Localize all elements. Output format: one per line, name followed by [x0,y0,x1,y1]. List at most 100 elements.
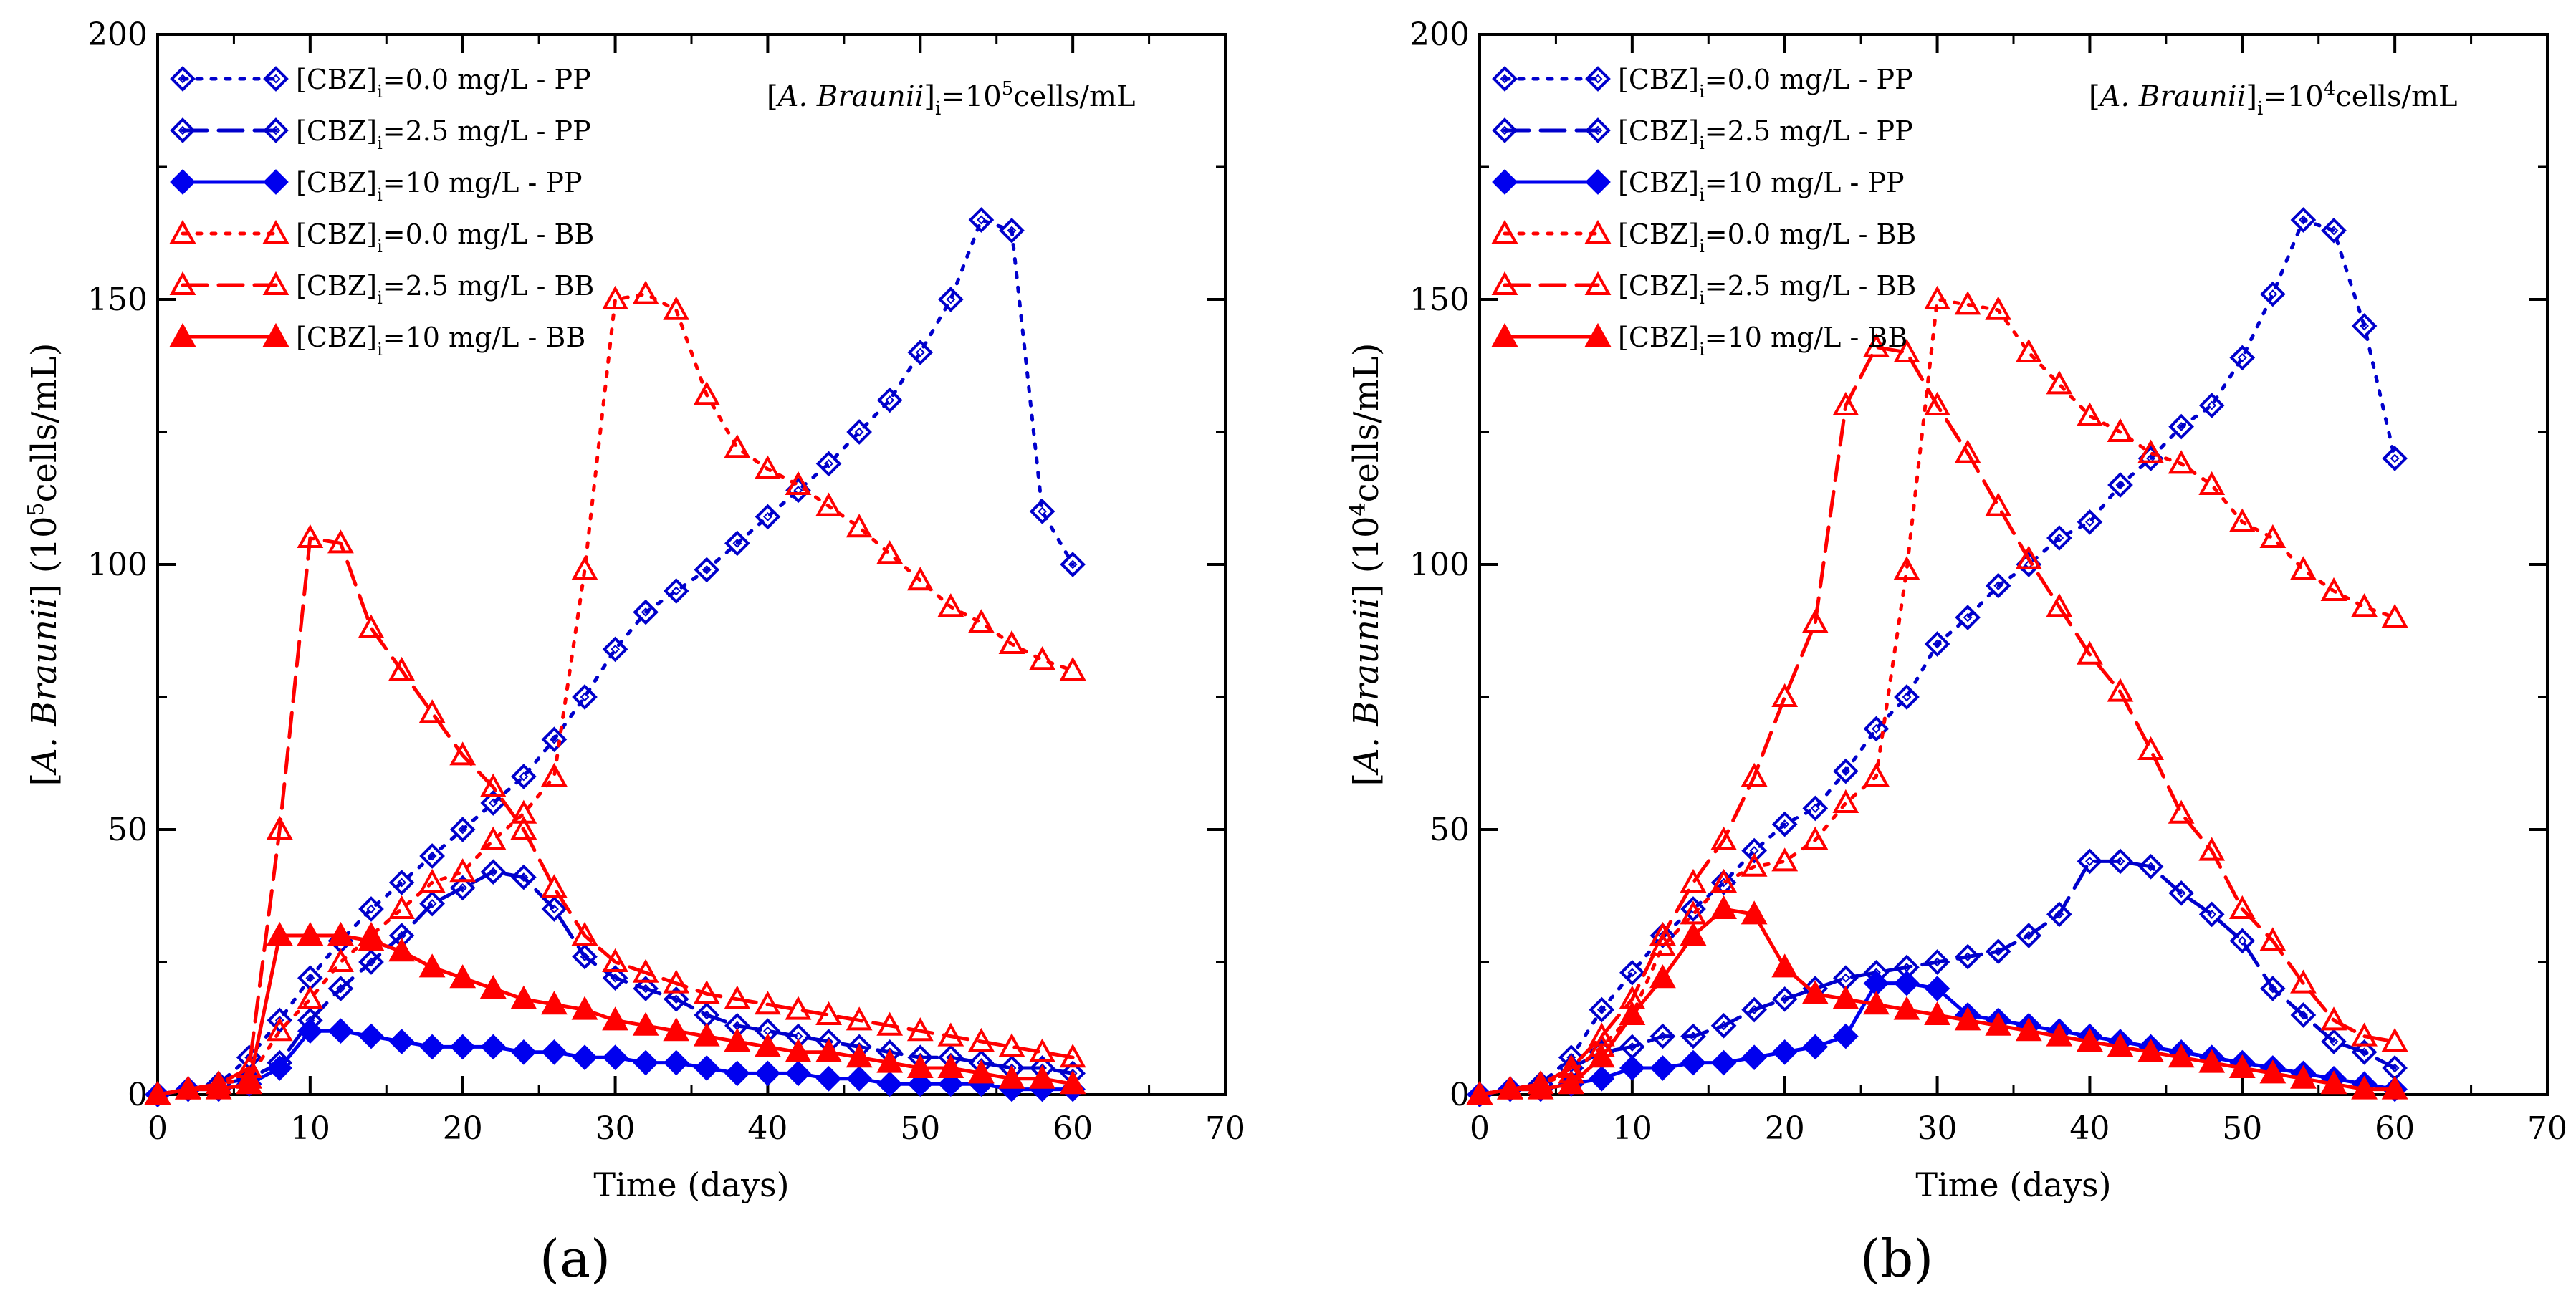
data-point [663,1049,689,1076]
data-point [1527,1075,1554,1100]
data-point [2198,471,2226,495]
data-point [2015,545,2042,569]
series-line [1478,345,2397,1097]
legend-marker-start [169,271,196,295]
data-point [663,986,689,1012]
x-axis-label: Time (days) [593,1165,789,1204]
data-point [266,815,293,840]
x-tick-label: 50 [900,1110,940,1147]
data-point [906,1017,934,1042]
legend-entry-3: [CBZ]i=0.0 mg/L - BB [1491,218,1916,256]
data-point [602,1006,628,1031]
data-point [1741,837,1767,864]
series--10-mg-l-bb [144,921,1086,1105]
series--2-5-mg-l-bb [144,524,1086,1105]
data-point [968,1027,995,1052]
data-point [1954,1006,1981,1031]
data-point-inner [641,607,651,617]
data-point [541,991,568,1015]
data-point [449,964,477,989]
data-point [907,1071,934,1097]
x-tick-label: 20 [443,1110,483,1147]
y-tick-label: 150 [1409,282,1470,318]
data-point [846,419,872,445]
data-point [2228,895,2256,919]
data-point [327,529,354,554]
y-tick-label: 50 [1430,812,1470,848]
data-point [2198,901,2225,928]
data-point [1059,1070,1086,1095]
legend-marker-end [1584,219,1612,244]
legend-marker-end [1584,322,1612,347]
data-point [327,948,354,972]
data-point [876,540,904,564]
data-point [541,874,568,898]
data-point [1741,996,1767,1023]
data-point [2168,450,2195,474]
data-point [906,1054,934,1078]
data-point [2015,338,2042,362]
data-point [2259,524,2287,548]
data-point [876,387,903,413]
data-point [1802,795,1829,822]
data-point [1059,1044,1086,1068]
data-point [2168,799,2195,824]
data-point [541,1039,568,1065]
data-point [327,921,354,946]
legend-label: [CBZ]i=2.5 mg/L - PP [296,115,591,153]
data-point [1833,758,1859,784]
data-point [2015,1017,2042,1042]
legend-marker-end [262,322,289,347]
data-point-inner [1933,639,1942,649]
legend-marker-end [263,169,289,195]
y-axis-label: [A. Braunii] (104cells/mL) [1346,342,1387,786]
data-point [2321,217,2347,244]
data-point [2381,1027,2408,1052]
data-point-inner [1933,957,1942,967]
data-point [1649,923,1676,948]
data-point [846,514,873,538]
data-point-inner [2207,909,2217,919]
data-point [694,1055,720,1081]
data-point [906,567,934,591]
data-point-inner [274,1015,284,1025]
data-point-inner [2054,533,2064,543]
data-point [1894,684,1920,710]
data-point-inner [1780,994,1790,1004]
data-point-inner [2299,1010,2308,1020]
data-point [846,1006,873,1031]
data-point-inner [1749,1005,1759,1015]
data-point [2107,472,2133,498]
y-tick-label: 0 [1450,1077,1470,1113]
x-tick-label: 30 [1917,1110,1958,1147]
legend-marker-start [170,66,196,92]
data-point-inner [2329,226,2339,236]
data-point [449,741,477,766]
data-point [2107,678,2134,702]
data-point [358,949,384,975]
data-point-inner [550,904,559,914]
data-point-inner [336,984,345,994]
data-point [511,1039,537,1065]
data-point [541,762,568,787]
data-point [419,843,445,869]
legend-marker-end-inner [271,74,281,84]
y-tick-label: 100 [87,547,148,583]
data-point-inner [2390,453,2400,463]
data-point [846,1065,872,1092]
data-point [815,492,842,516]
data-point [2290,969,2317,994]
data-point-inner [671,994,681,1004]
data-point [1833,1023,1859,1049]
data-point [1771,847,1799,872]
series-line [155,292,1075,1097]
data-point [2229,928,2256,954]
legend-marker-start-inner [1500,74,1510,84]
y-tick-label: 100 [1409,547,1470,583]
legend-label: [CBZ]i=2.5 mg/L - PP [1618,115,1913,153]
data-point [2382,446,2408,471]
data-point [2107,1033,2134,1057]
data-point [267,1055,293,1081]
data-point-inner [550,734,559,744]
